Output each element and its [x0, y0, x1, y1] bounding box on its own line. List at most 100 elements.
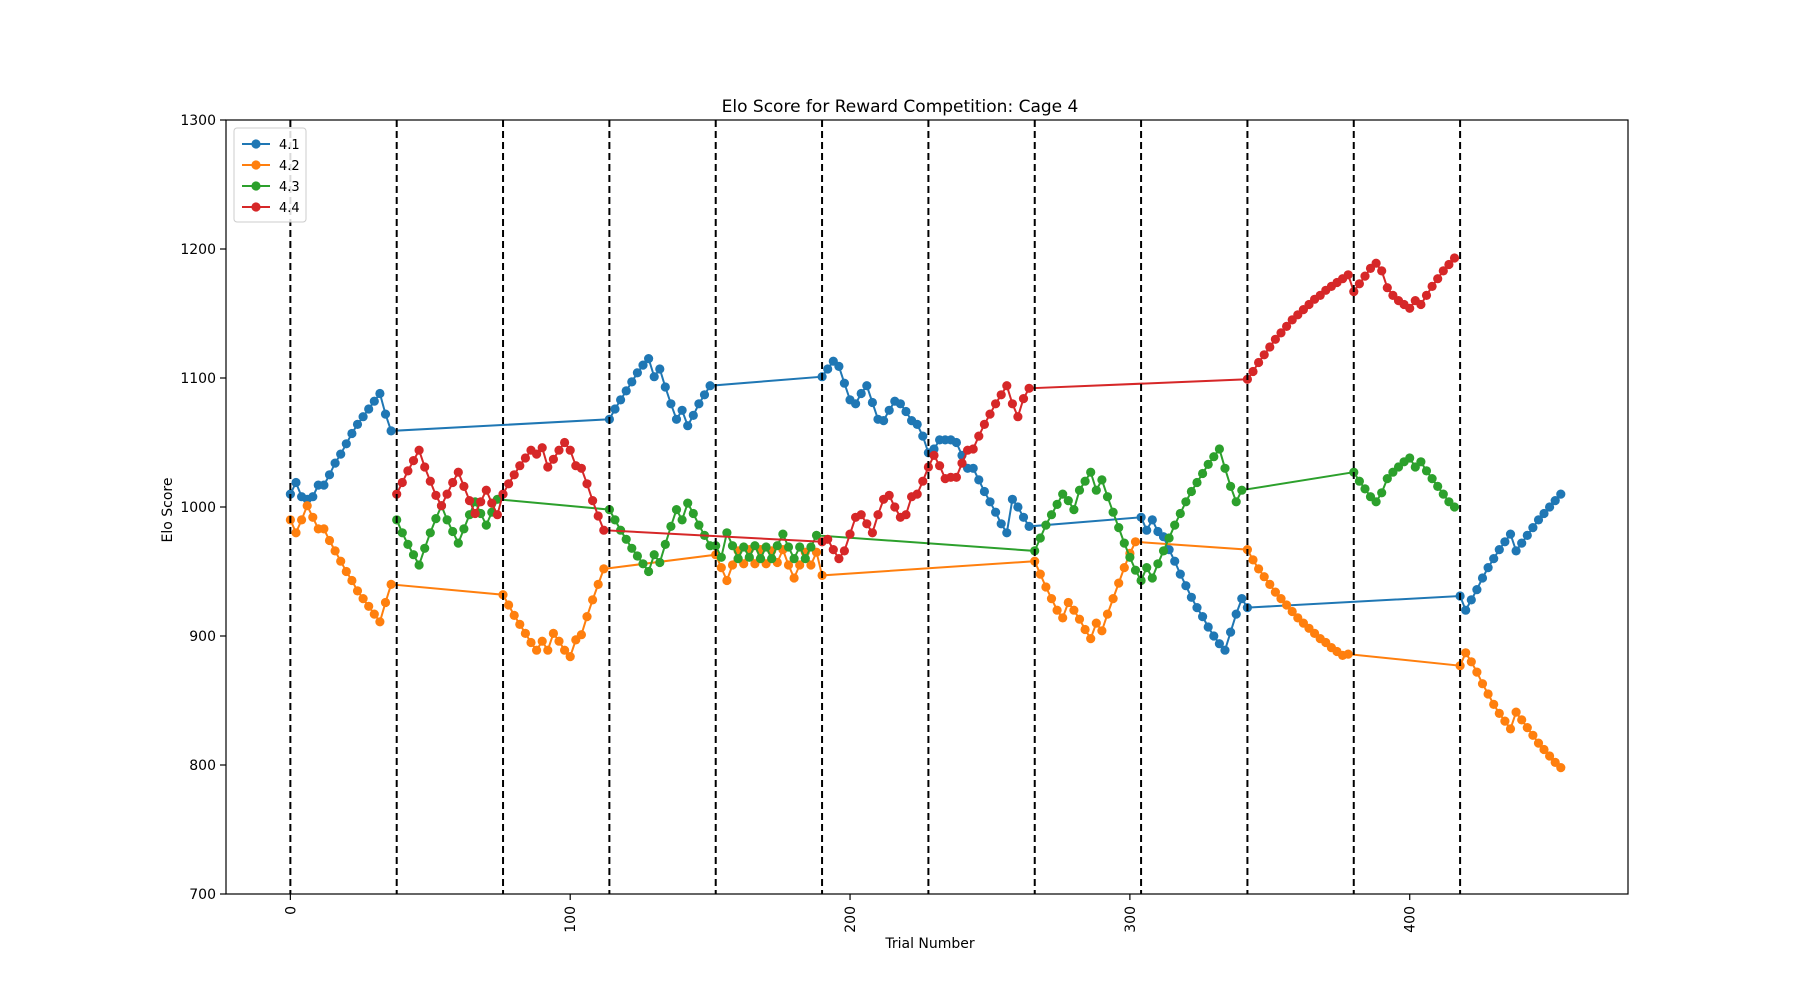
- data-point: [1164, 533, 1174, 543]
- data-point: [1545, 502, 1555, 512]
- data-point: [1018, 394, 1029, 404]
- data-point: [1556, 763, 1566, 773]
- data-point: [772, 541, 782, 551]
- legend-swatch-marker: [251, 202, 261, 212]
- data-point: [1125, 552, 1135, 562]
- data-point: [1265, 579, 1275, 590]
- data-point: [688, 410, 698, 420]
- data-point: [677, 515, 687, 525]
- data-point: [1466, 657, 1476, 667]
- data-point: [901, 510, 911, 520]
- data-point: [1052, 605, 1062, 615]
- data-point: [1097, 475, 1107, 485]
- data-point: [1472, 667, 1482, 677]
- data-point: [1063, 496, 1073, 506]
- data-point: [1477, 679, 1488, 689]
- data-point: [1259, 350, 1269, 360]
- data-point: [666, 521, 676, 532]
- data-point: [576, 630, 587, 640]
- data-point: [358, 412, 368, 422]
- data-point: [1024, 383, 1034, 393]
- data-point: [532, 645, 542, 655]
- data-point: [1360, 271, 1370, 281]
- data-point: [1175, 508, 1185, 519]
- data-point: [408, 456, 419, 466]
- data-point: [1449, 502, 1460, 512]
- data-point: [1102, 492, 1113, 502]
- data-point: [1539, 508, 1549, 519]
- data-point: [1203, 459, 1213, 469]
- data-point: [1438, 266, 1448, 276]
- data-point: [1505, 724, 1516, 734]
- data-point: [330, 546, 340, 556]
- data-point: [968, 463, 978, 473]
- data-point: [895, 399, 906, 409]
- data-point: [890, 502, 900, 512]
- legend: 4.1 4.2 4.3 4.4: [233, 127, 307, 223]
- data-point: [420, 462, 430, 472]
- data-point: [1041, 520, 1051, 530]
- data-point: [1248, 366, 1258, 377]
- data-point: [694, 399, 704, 409]
- legend-item-4.3: 4.3: [242, 180, 300, 195]
- data-point: [884, 490, 894, 500]
- data-point: [610, 404, 620, 414]
- data-point: [1186, 592, 1196, 602]
- data-point: [1421, 290, 1432, 300]
- legend-swatch-marker: [251, 139, 261, 149]
- data-point: [649, 372, 659, 382]
- data-point: [588, 496, 598, 506]
- data-point: [414, 445, 424, 455]
- data-point: [1371, 258, 1381, 268]
- data-point: [761, 542, 771, 552]
- data-point: [1237, 485, 1247, 495]
- data-point: [369, 396, 379, 406]
- data-point: [448, 526, 458, 537]
- data-point: [459, 524, 469, 534]
- data-point: [375, 617, 385, 627]
- data-point: [744, 552, 754, 562]
- data-point: [722, 528, 732, 538]
- data-point: [1209, 631, 1219, 641]
- data-point: [576, 463, 587, 473]
- data-point: [352, 419, 363, 429]
- data-point: [543, 462, 553, 472]
- data-point: [991, 399, 1001, 409]
- data-point: [291, 477, 301, 488]
- data-point: [593, 579, 603, 590]
- data-point: [1158, 546, 1169, 556]
- data-point: [1074, 485, 1085, 495]
- data-point: [845, 529, 855, 539]
- data-point: [610, 515, 620, 525]
- data-point: [935, 461, 945, 471]
- data-point: [436, 501, 447, 511]
- data-point: [834, 361, 844, 371]
- data-point: [537, 636, 547, 646]
- series-4.3: [392, 444, 1460, 586]
- data-point: [683, 498, 693, 508]
- data-point: [671, 505, 682, 515]
- data-point: [403, 539, 413, 550]
- data-point: [481, 520, 491, 530]
- data-point: [811, 530, 822, 541]
- data-point: [1539, 744, 1549, 755]
- data-point: [341, 439, 351, 449]
- data-point: [644, 354, 654, 364]
- data-point: [297, 515, 307, 525]
- data-point: [1147, 573, 1157, 583]
- data-point: [638, 360, 648, 370]
- data-point: [1282, 321, 1292, 331]
- data-point: [1002, 381, 1012, 391]
- data-point: [716, 563, 726, 573]
- data-point: [1248, 555, 1258, 565]
- data-point: [716, 552, 726, 562]
- data-point: [319, 480, 329, 490]
- data-point: [884, 405, 894, 415]
- x-tick-label: 100: [563, 906, 579, 933]
- data-point: [722, 575, 732, 586]
- data-point: [1427, 281, 1437, 291]
- data-point: [1069, 505, 1079, 515]
- data-point: [862, 519, 872, 529]
- data-point: [1354, 476, 1364, 486]
- data-point: [957, 458, 967, 468]
